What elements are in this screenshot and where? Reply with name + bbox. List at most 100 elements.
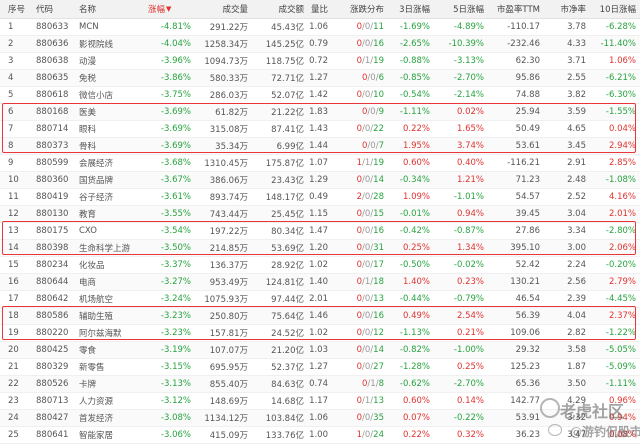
cell-pb: 4.04 — [567, 311, 586, 321]
cell-change-3d: 0.22% — [402, 430, 430, 440]
cell-change: -3.67% — [160, 175, 191, 185]
table-row[interactable]: 5 880618 微信小店 -3.75% 286.03万 52.07亿 1.42 0/0/10… — [0, 87, 640, 104]
dist-flat-count: 0 — [364, 226, 371, 236]
cell-no: 3 — [8, 56, 14, 66]
cell-distribution: 0/0/14 — [338, 172, 384, 188]
table-row[interactable]: 9 880599 会展经济 -3.68% 1310.45万 175.87亿 1.07 1/1/… — [0, 155, 640, 172]
table-row[interactable]: 16 880644 电商 -3.27% 953.49万 124.81亿 1.40 0/1/18… — [0, 274, 640, 291]
cell-volume: 107.07万 — [209, 346, 248, 356]
cell-no: 23 — [8, 396, 19, 406]
table-row[interactable]: 11 880419 谷子经济 -3.61% 893.74万 148.17亿 0.49 2/0/… — [0, 189, 640, 206]
cell-turnover: 145.25亿 — [265, 40, 304, 50]
table-row[interactable]: 12 880130 教育 -3.55% 743.44万 25.45亿 1.15 0/0/15-… — [0, 206, 640, 223]
table-row[interactable]: 2 880636 影视院线 -4.04% 1258.34万 145.25亿 0.79 0/0/… — [0, 36, 640, 53]
cell-vol-ratio: 1.00 — [309, 430, 328, 440]
dist-separator: / — [362, 328, 365, 338]
cell-pe-ttm: 46.54 — [515, 294, 540, 304]
dist-down-count: 16 — [373, 311, 384, 321]
cell-vol-ratio: 1.20 — [309, 243, 328, 253]
header-turnover[interactable]: 成交额 — [278, 5, 304, 15]
cell-change-5d: 0.21% — [456, 328, 484, 338]
header-change-10d[interactable]: 10日涨幅 — [599, 5, 636, 15]
cell-distribution: 0/0/17 — [338, 257, 384, 273]
table-row[interactable]: 17 880642 机场航空 -3.24% 1075.93万 97.44亿 2.01 0/0/… — [0, 291, 640, 308]
table-row[interactable]: 10 880360 国货品牌 -3.67% 386.06万 23.43亿 1.29 0/0/1… — [0, 172, 640, 189]
cell-vol-ratio: 1.03 — [309, 345, 328, 355]
cell-distribution: 0/0/9 — [338, 104, 384, 120]
cell-vol-ratio: 0.49 — [309, 192, 328, 202]
dist-flat-count: 0 — [364, 175, 371, 185]
header-change-label: 涨幅 — [148, 5, 166, 15]
dist-separator: / — [370, 158, 374, 168]
table-row[interactable]: 23 880713 人力资源 -3.12% 148.69万 14.68亿 1.17 0/1/1… — [0, 393, 640, 410]
header-vol-ratio[interactable]: 量比 — [310, 5, 328, 15]
dist-separator: / — [362, 345, 365, 355]
cell-vol-ratio: 0.79 — [309, 39, 328, 49]
table-row[interactable]: 3 880638 动漫 -3.96% 1094.73万 118.75亿 0.72 0/1/19… — [0, 53, 640, 70]
cell-change-3d: -0.34% — [399, 175, 430, 185]
header-no[interactable]: 序号 — [8, 5, 26, 15]
cell-distribution: 0/0/22 — [338, 121, 384, 137]
table-row[interactable]: 14 880398 生命科学上游 -3.50% 214.85万 53.69亿 1.20 0/0… — [0, 240, 640, 257]
header-distribution[interactable]: 涨跌分布 — [349, 5, 384, 15]
table-row[interactable]: 1 880633 MCN -4.81% 291.22万 45.43亿 1.06 0/0/11-… — [0, 19, 640, 36]
table-row[interactable]: 24 880427 首发经济 -3.08% 1134.12万 103.84亿 1.06 0/0… — [0, 410, 640, 427]
dist-flat-count: 0 — [370, 73, 376, 83]
cell-change-5d: 0.02% — [456, 107, 484, 117]
cell-volume: 250.80万 — [209, 312, 248, 322]
table-row[interactable]: 7 880714 眼科 -3.69% 315.08万 87.41亿 1.43 0/0/22 0.… — [0, 121, 640, 138]
cell-change-10d: 0.96% — [608, 396, 636, 406]
header-name[interactable]: 名称 — [79, 5, 97, 15]
cell-distribution: 0/0/7 — [338, 138, 384, 154]
table-row[interactable]: 20 880425 零食 -3.19% 107.07万 21.20亿 1.03 0/0/14-… — [0, 342, 640, 359]
dist-down-count: 13 — [373, 396, 384, 406]
cell-code: 880425 — [36, 345, 69, 355]
dist-separator: / — [370, 226, 374, 236]
header-change-5d[interactable]: 5日涨幅 — [453, 5, 484, 15]
cell-change: -3.12% — [160, 396, 191, 406]
header-change-3d[interactable]: 3日涨幅 — [399, 5, 430, 15]
cell-change-10d: 0.94% — [608, 413, 636, 423]
cell-volume: 214.85万 — [209, 244, 248, 254]
header-code[interactable]: 代码 — [36, 5, 54, 15]
table-row[interactable]: 19 880220 阿尔兹海默 -3.23% 157.81万 24.52亿 1.02 0/0/… — [0, 325, 640, 342]
cell-code: 880713 — [36, 396, 69, 406]
table-row[interactable]: 21 880329 新零售 -3.15% 695.95万 52.37亿 1.27 0/0/27… — [0, 359, 640, 376]
cell-distribution: 1/1/19 — [338, 155, 384, 171]
cell-turnover: 6.99亿 — [276, 142, 304, 152]
dist-separator: / — [362, 90, 365, 100]
cell-distribution: 0/0/6 — [338, 70, 384, 86]
dist-down-count: 12 — [373, 328, 384, 338]
dist-separator: / — [362, 277, 365, 287]
cell-name: 动漫 — [79, 57, 97, 67]
dist-up-count: 0 — [356, 56, 362, 66]
table-row[interactable]: 6 880168 医美 -3.69% 61.82万 21.22亿 1.83 0/0/9 -1.1… — [0, 104, 640, 121]
table-row[interactable]: 22 880526 卡牌 -3.13% 855.40万 84.63亿 0.74 0/1/8 -0… — [0, 376, 640, 393]
header-change[interactable]: 涨幅 ▼ — [148, 0, 188, 18]
table-row[interactable]: 8 880373 骨科 -3.69% 35.34万 6.99亿 1.44 0/0/7 1.95%… — [0, 138, 640, 155]
table-row[interactable]: 18 880586 辅助生殖 -3.23% 250.80万 75.64亿 1.46 0/0/1… — [0, 308, 640, 325]
cell-code: 880373 — [36, 141, 69, 151]
cell-pe-ttm: 71.23 — [515, 175, 540, 185]
table-row[interactable]: 13 880175 CXO -3.54% 197.22万 80.34亿 1.47 0/0/16… — [0, 223, 640, 240]
cell-turnover: 80.34亿 — [271, 227, 304, 237]
cell-change-10d: 0.04% — [608, 124, 636, 134]
table-row[interactable]: 4 880635 免税 -3.86% 580.33万 72.71亿 1.27 0/0/6 -0.… — [0, 70, 640, 87]
header-pe-ttm[interactable]: 市盈率TTM — [496, 5, 540, 15]
cell-change-5d: 0.25% — [456, 362, 484, 372]
dist-down-count: 9 — [378, 107, 384, 117]
cell-change: -3.69% — [160, 141, 191, 151]
cell-change: -3.27% — [160, 277, 191, 287]
header-volume[interactable]: 成交量 — [222, 5, 248, 15]
dist-down-count: 13 — [373, 294, 384, 304]
header-pb[interactable]: 市净率 — [560, 5, 586, 15]
cell-pe-ttm: 130.21 — [510, 277, 540, 287]
cell-change-5d: -0.79% — [453, 294, 484, 304]
cell-change-10d: -1.55% — [605, 107, 636, 117]
table-row[interactable]: 25 880641 智能家居 -3.06% 415.09万 133.76亿 1.00 1/0/… — [0, 427, 640, 444]
table-row[interactable]: 15 880234 化妆品 -3.37% 136.37万 28.92亿 1.02 0/0/17… — [0, 257, 640, 274]
cell-pe-ttm: 53.91 — [515, 413, 540, 423]
cell-change: -3.55% — [160, 209, 191, 219]
cell-no: 2 — [8, 39, 14, 49]
cell-distribution: 0/0/15 — [338, 206, 384, 222]
